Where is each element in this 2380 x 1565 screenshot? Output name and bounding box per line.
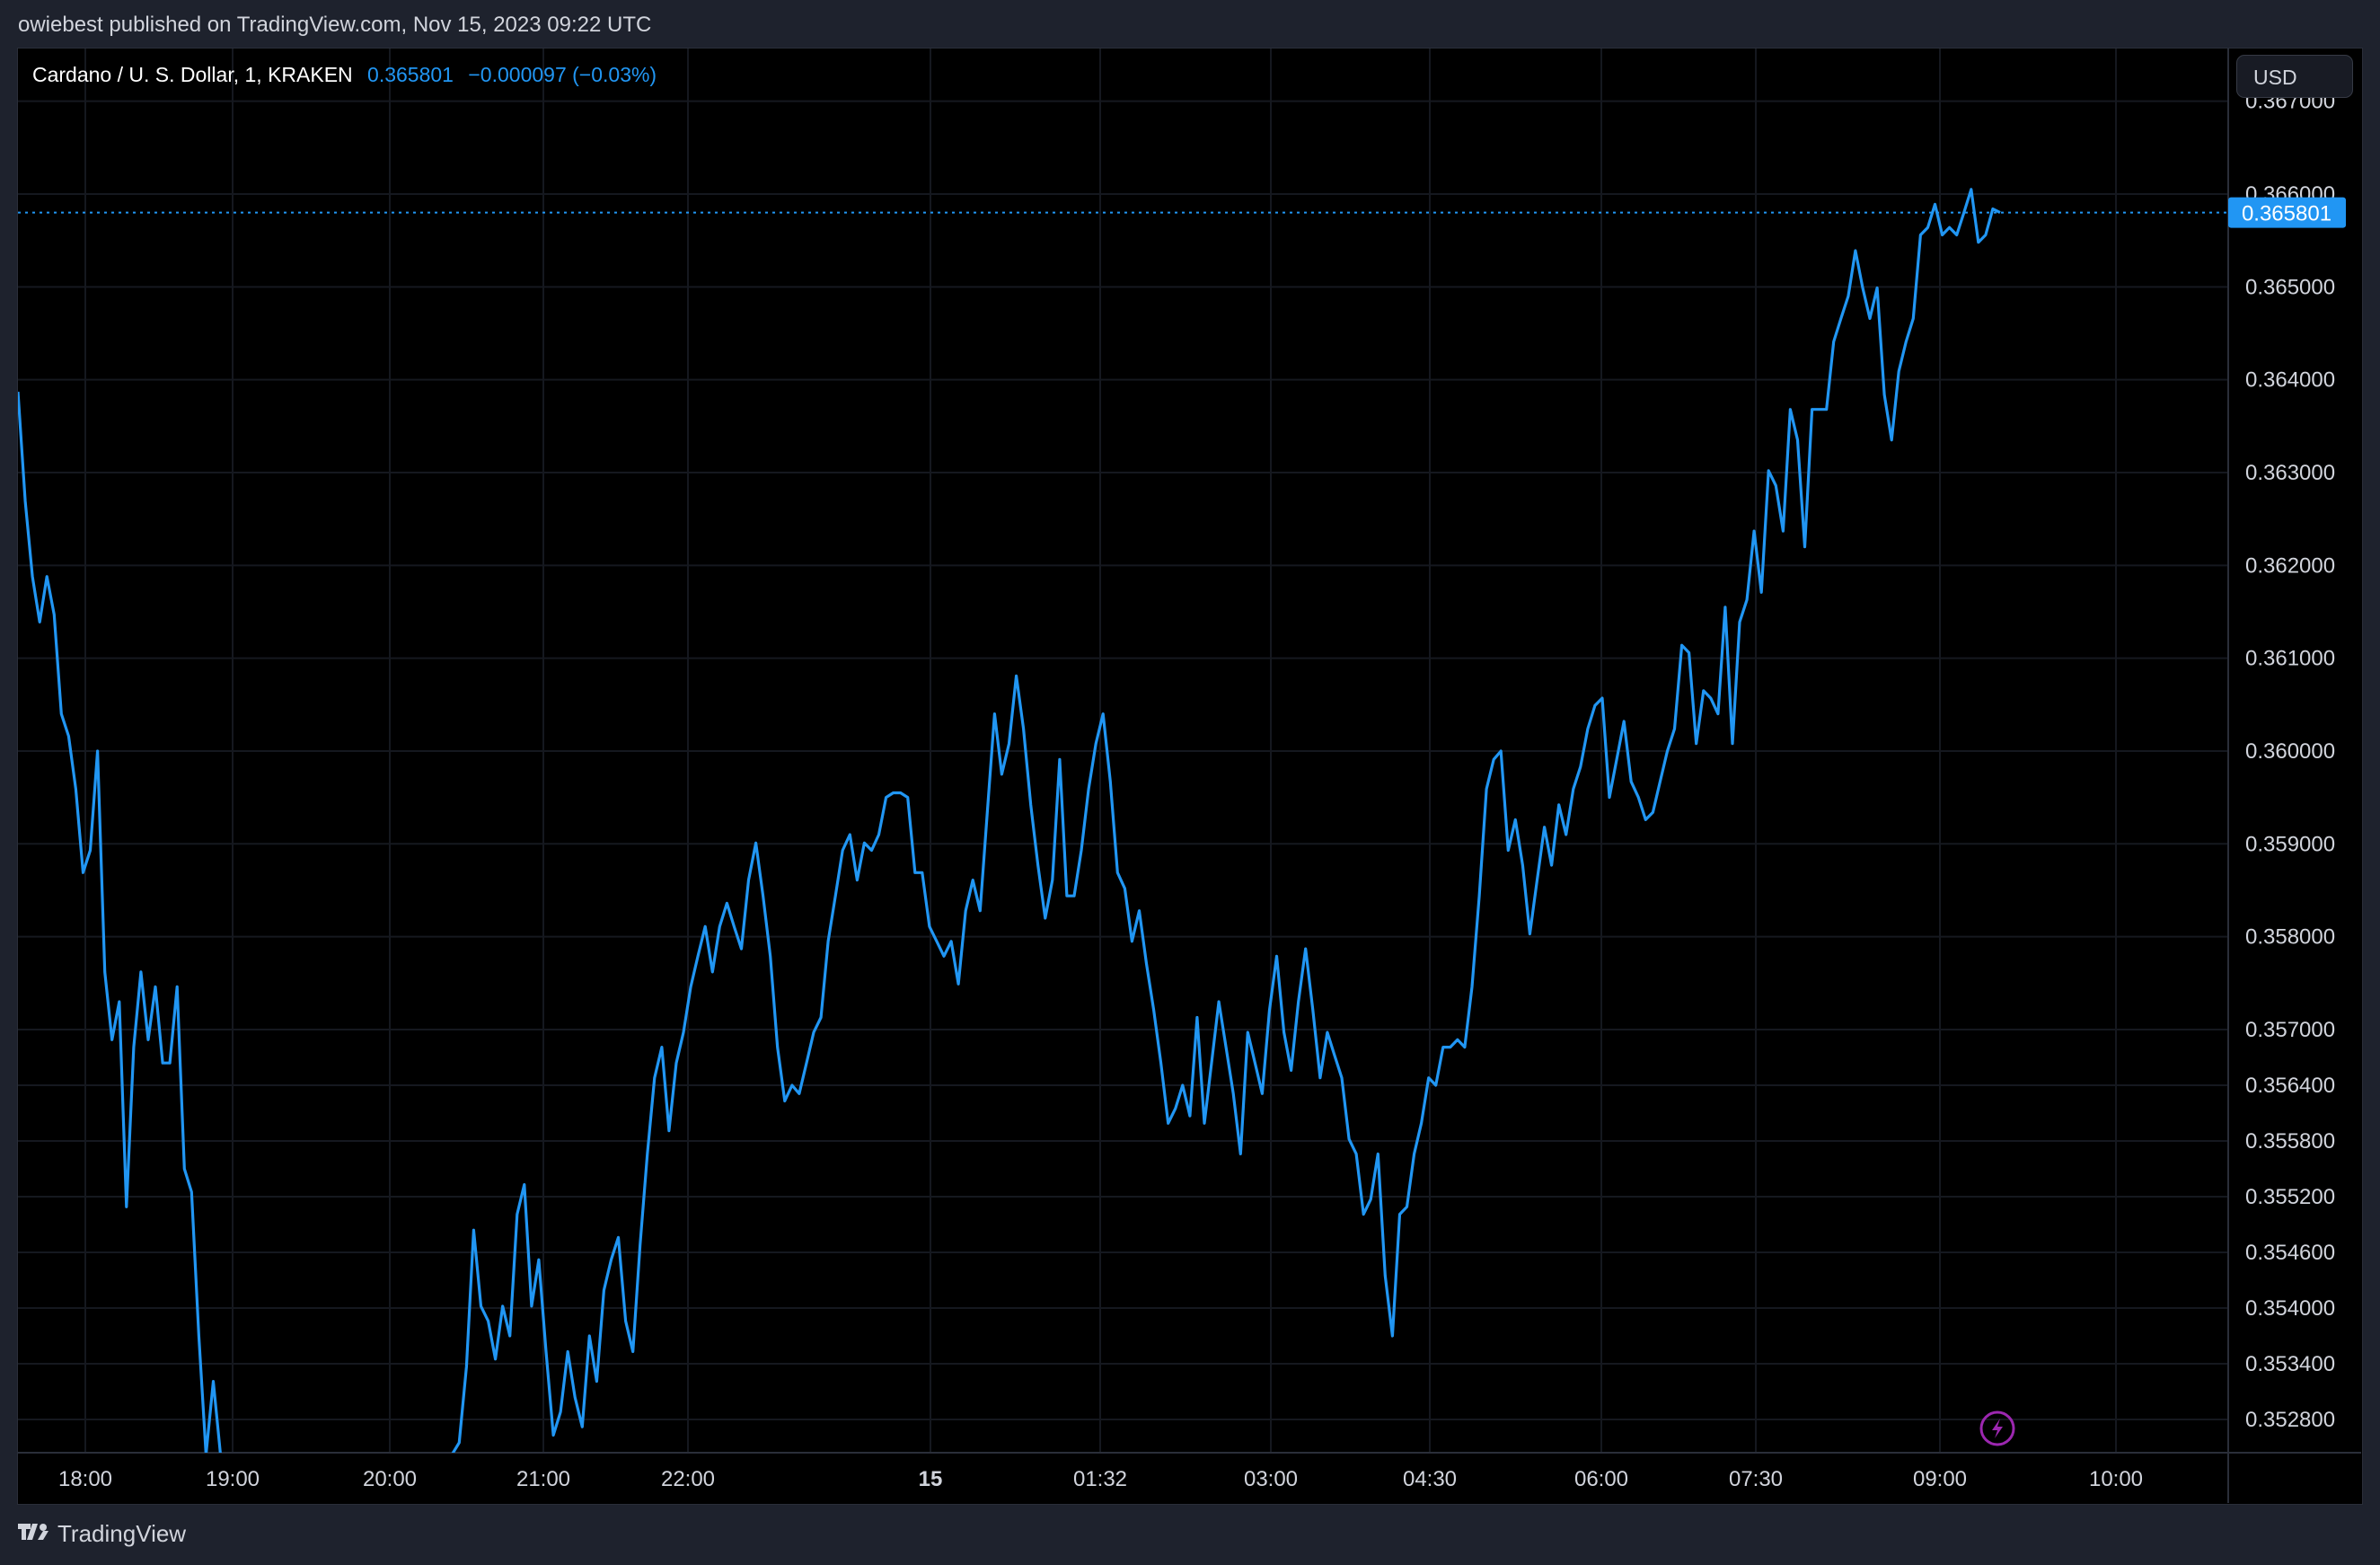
x-tick-label: 22:00 [661,1467,715,1491]
x-tick-label: 19:00 [206,1467,260,1491]
y-tick-label: 0.361000 [2245,647,2335,671]
tradingview-logo-icon[interactable] [18,1520,50,1548]
last-price-label: 0.365801 [2228,197,2346,228]
x-tick-label: 20:00 [363,1467,417,1491]
x-tick-label: 03:00 [1244,1467,1298,1491]
x-tick-label: 21:00 [516,1467,570,1491]
y-tick-label: 0.352800 [2245,1408,2335,1432]
y-tick-label: 0.353400 [2245,1352,2335,1376]
grid [18,49,2228,1453]
x-tick-label: 04:30 [1403,1467,1457,1491]
footer: TradingView [18,1520,186,1548]
y-tick-label: 0.357000 [2245,1018,2335,1042]
y-tick-label: 0.362000 [2245,553,2335,578]
time-axis: 18:00 19:00 20:00 21:00 22:00 15 01:32 03:00 04:… [58,1467,2143,1491]
x-tick-label: 01:32 [1073,1467,1127,1491]
y-tick-label: 0.360000 [2245,739,2335,764]
y-tick-label: 0.355800 [2245,1129,2335,1154]
price-axis: 0.3670000.3660000.3650000.3640000.363000… [2245,90,2335,1432]
currency-button[interactable]: USD [2236,55,2353,98]
published-caption: owiebest published on TradingView.com, N… [18,13,652,37]
y-tick-label: 0.354000 [2245,1296,2335,1321]
x-tick-label: 18:00 [58,1467,112,1491]
y-tick-label: 0.354600 [2245,1241,2335,1265]
x-tick-label: 06:00 [1574,1467,1628,1491]
y-tick-label: 0.356400 [2245,1074,2335,1098]
y-tick-label: 0.364000 [2245,368,2335,393]
last-price-value: 0.365801 [367,63,454,86]
symbol-legend: Cardano / U. S. Dollar, 1, KRAKEN 0.3658… [32,63,657,87]
y-tick-label: 0.365000 [2245,275,2335,299]
y-tick-label: 0.363000 [2245,461,2335,485]
symbol-title: Cardano / U. S. Dollar, 1, KRAKEN [32,63,353,86]
chart-frame[interactable] [17,48,2363,1505]
x-tick-label: 10:00 [2089,1467,2143,1491]
y-tick-label: 0.358000 [2245,925,2335,950]
y-tick-label: 0.359000 [2245,832,2335,856]
price-line [18,188,2001,1453]
price-change: −0.000097 (−0.03%) [468,63,657,86]
x-tick-label: 15 [919,1467,943,1491]
last-price-text: 0.365801 [2242,202,2332,226]
y-tick-label: 0.355200 [2245,1185,2335,1209]
tradingview-brand[interactable]: TradingView [57,1520,187,1547]
x-tick-label: 07:30 [1729,1467,1783,1491]
lightning-icon[interactable] [1979,1410,2015,1446]
x-tick-label: 09:00 [1913,1467,1967,1491]
